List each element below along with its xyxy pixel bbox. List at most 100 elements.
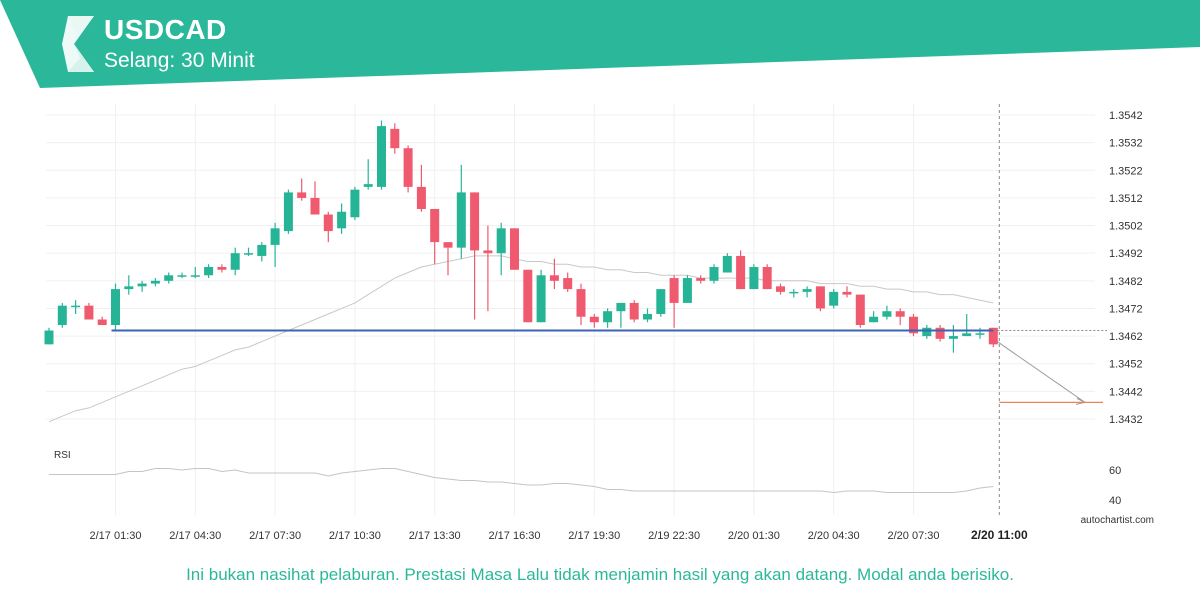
candle-body xyxy=(44,330,54,345)
candle-body xyxy=(97,319,107,326)
candle-body xyxy=(377,126,386,187)
candle-body xyxy=(643,313,652,320)
candle-body xyxy=(948,336,958,339)
x-tick-label: 2/17 01:30 xyxy=(90,530,142,542)
candle-body xyxy=(390,128,400,149)
candle-body xyxy=(696,278,706,281)
y-tick-label: 1.3472 xyxy=(1109,303,1143,315)
candle-body xyxy=(190,275,200,277)
candle-body xyxy=(430,208,440,243)
candle-body xyxy=(669,278,679,303)
y-tick-label: 1.3432 xyxy=(1109,414,1143,426)
rsi-line xyxy=(49,468,994,494)
candle-body xyxy=(855,294,865,326)
candle-body xyxy=(616,302,626,312)
candle-body xyxy=(589,316,599,323)
candle-body xyxy=(629,302,639,320)
candle-body xyxy=(230,253,240,270)
rsi-label: RSI xyxy=(54,450,71,461)
y-tick-label: 1.3512 xyxy=(1109,193,1143,205)
candle-body xyxy=(815,286,825,309)
candle-body xyxy=(776,286,785,292)
candle-body xyxy=(895,311,905,317)
candle-body xyxy=(576,289,586,317)
y-tick-label: 1.3502 xyxy=(1109,221,1143,233)
y-tick-label: 1.3532 xyxy=(1109,138,1143,150)
y-tick-label: 1.3452 xyxy=(1109,359,1143,371)
candle-body xyxy=(536,275,546,323)
candle-body xyxy=(483,250,493,254)
candle-body xyxy=(722,255,732,273)
candle-body xyxy=(270,228,280,245)
y-tick-label: 1.3442 xyxy=(1109,386,1143,398)
candle-body xyxy=(510,228,519,270)
candle-body xyxy=(682,278,692,303)
candle-body xyxy=(416,186,426,209)
candle-body xyxy=(869,316,879,323)
x-tick-label: 2/19 22:30 xyxy=(648,530,700,542)
candle-body xyxy=(656,289,666,314)
x-tick-label: 2/17 16:30 xyxy=(489,530,541,542)
rsi-tick-label: 60 xyxy=(1109,465,1121,477)
forecast-arrow xyxy=(997,341,1086,403)
candle-body xyxy=(217,267,227,270)
candle-body xyxy=(363,184,373,187)
x-tick-label: 2/17 19:30 xyxy=(568,530,620,542)
candle-body xyxy=(84,305,94,320)
candle-body xyxy=(842,291,852,295)
candle-body xyxy=(297,192,307,198)
candle-body xyxy=(789,291,799,294)
candle-body xyxy=(244,253,253,255)
y-tick-label: 1.3542 xyxy=(1109,110,1143,122)
candle-body xyxy=(709,267,719,281)
watermark: autochartist.com xyxy=(1080,515,1154,526)
candle-body xyxy=(177,275,187,277)
candle-body xyxy=(603,311,613,323)
candle-body xyxy=(935,327,945,339)
candle-body xyxy=(403,148,413,187)
x-tick-label: 2/17 10:30 xyxy=(329,530,381,542)
candle-body xyxy=(922,327,932,337)
candle-body xyxy=(470,192,480,251)
candle-body xyxy=(909,316,918,334)
x-tick-label: 2/17 07:30 xyxy=(249,530,301,542)
candle-body xyxy=(111,289,120,326)
candle-body xyxy=(283,192,293,232)
candle-body xyxy=(337,211,347,229)
candle-body xyxy=(496,228,506,254)
current-time-label: 2/20 11:00 xyxy=(971,528,1028,542)
candle-body xyxy=(762,267,772,290)
candle-body xyxy=(523,269,533,323)
moving-average-line xyxy=(48,255,994,423)
x-tick-label: 2/20 04:30 xyxy=(808,530,860,542)
candle-body xyxy=(749,267,759,290)
candle-body xyxy=(456,192,466,248)
x-tick-label: 2/20 07:30 xyxy=(888,530,940,542)
x-tick-label: 2/17 04:30 xyxy=(169,530,221,542)
header-band xyxy=(0,0,1200,88)
candle-body xyxy=(829,291,839,306)
logo-icon xyxy=(62,16,94,72)
candle-body xyxy=(975,333,985,335)
candle-body xyxy=(962,333,972,337)
y-tick-label: 1.3462 xyxy=(1109,331,1143,343)
chart-interval: Selang: 30 Minit xyxy=(104,49,255,72)
candle-body xyxy=(71,305,81,308)
candle-body xyxy=(164,275,174,281)
y-tick-label: 1.3482 xyxy=(1109,276,1143,288)
candle-body xyxy=(323,214,333,232)
candle-body xyxy=(57,305,67,326)
candle-body xyxy=(882,311,892,317)
candle-body xyxy=(310,197,320,215)
y-tick-label: 1.3522 xyxy=(1109,165,1143,177)
candle-body xyxy=(443,242,453,248)
x-tick-label: 2/17 13:30 xyxy=(409,530,461,542)
candle-body xyxy=(124,286,134,290)
candle-body xyxy=(563,278,573,290)
chart-title: USDCAD xyxy=(104,14,227,45)
y-tick-label: 1.3492 xyxy=(1109,248,1143,260)
candle-body xyxy=(736,255,746,290)
candle-body xyxy=(549,275,559,281)
candle-body xyxy=(988,327,998,345)
